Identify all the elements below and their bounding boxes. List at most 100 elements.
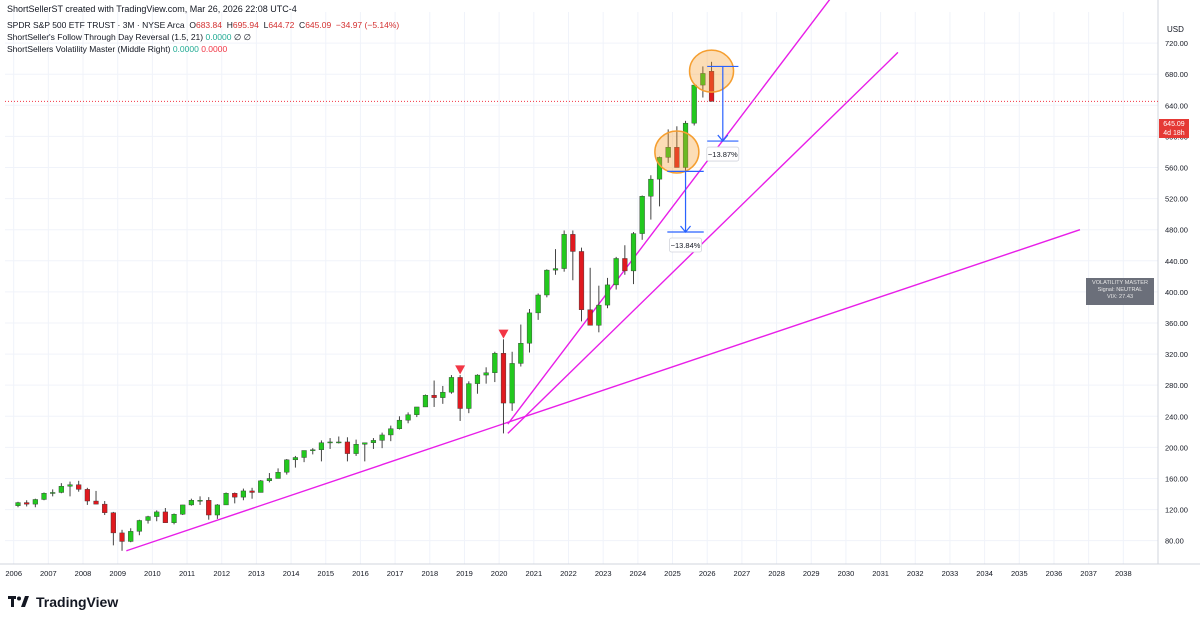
candle-down bbox=[84, 489, 90, 502]
candle-up bbox=[379, 434, 385, 441]
x-tick-label: 2017 bbox=[387, 569, 404, 578]
x-tick-label: 2021 bbox=[525, 569, 542, 578]
y-tick-label: 680.00 bbox=[1165, 70, 1188, 79]
x-tick-label: 2028 bbox=[768, 569, 785, 578]
candle-up bbox=[353, 444, 359, 454]
y-tick-label: 280.00 bbox=[1165, 381, 1188, 390]
x-tick-label: 2016 bbox=[352, 569, 369, 578]
candle-down bbox=[162, 511, 168, 523]
indicator-2-value-2: 0.0000 bbox=[201, 44, 228, 54]
close-value: 645.09 bbox=[305, 20, 332, 30]
y-tick-label: 520.00 bbox=[1165, 195, 1188, 204]
indicator-row-1[interactable]: ShortSeller's Follow Through Day Reversa… bbox=[7, 31, 399, 43]
x-tick-label: 2032 bbox=[907, 569, 924, 578]
measure-label-text: −13.87% bbox=[708, 150, 738, 159]
candle-up bbox=[414, 406, 420, 415]
x-tick-label: 2009 bbox=[109, 569, 126, 578]
open-value: 683.84 bbox=[195, 20, 222, 30]
x-tick-label: 2024 bbox=[630, 569, 647, 578]
y-tick-label: 200.00 bbox=[1165, 443, 1188, 452]
x-tick-label: 2018 bbox=[421, 569, 438, 578]
candle-down bbox=[578, 251, 585, 310]
candle-up bbox=[509, 363, 515, 404]
candle-up bbox=[630, 233, 637, 272]
x-tick-label: 2029 bbox=[803, 569, 820, 578]
y-tick-label: 400.00 bbox=[1165, 288, 1188, 297]
candle-up bbox=[266, 478, 272, 482]
candle-up bbox=[188, 500, 194, 506]
y-tick-label: 640.00 bbox=[1165, 101, 1188, 110]
indicator-1-value-3: ∅ bbox=[243, 32, 252, 42]
candle-up bbox=[32, 499, 38, 505]
trendline bbox=[507, 51, 899, 434]
candle-down bbox=[344, 441, 351, 454]
candle-down bbox=[93, 500, 99, 505]
candle-up bbox=[154, 511, 160, 517]
y-tick-label: 80.00 bbox=[1165, 537, 1184, 546]
candle-up bbox=[370, 440, 377, 443]
x-tick-label: 2007 bbox=[40, 569, 57, 578]
candle-up bbox=[41, 493, 47, 500]
candle-up bbox=[474, 374, 481, 384]
tradingview-logo-icon bbox=[8, 596, 29, 607]
y-tick-label: 160.00 bbox=[1165, 474, 1188, 483]
x-tick-label: 2020 bbox=[491, 569, 508, 578]
y-tick-label: 720.00 bbox=[1165, 39, 1188, 48]
candle-down bbox=[622, 258, 628, 272]
candle-up bbox=[483, 372, 489, 376]
candle-down bbox=[232, 493, 238, 498]
candle-up bbox=[440, 391, 446, 398]
candle-up bbox=[214, 504, 220, 516]
y-tick-label: 360.00 bbox=[1165, 319, 1188, 328]
x-tick-label: 2008 bbox=[75, 569, 92, 578]
measure-arrowhead bbox=[717, 134, 729, 142]
volatility-title: VOLATILITY MASTER bbox=[1091, 280, 1149, 286]
x-tick-label: 2010 bbox=[144, 569, 161, 578]
candle-up bbox=[301, 450, 307, 458]
candle-up bbox=[145, 516, 151, 521]
candle-up bbox=[258, 480, 264, 493]
candle-up bbox=[405, 414, 411, 421]
x-tick-label: 2025 bbox=[664, 569, 681, 578]
candle-up bbox=[197, 500, 203, 502]
x-tick-label: 2030 bbox=[838, 569, 855, 578]
candle-up bbox=[552, 268, 559, 271]
x-tick-label: 2019 bbox=[456, 569, 473, 578]
candle-up bbox=[292, 457, 299, 461]
x-tick-label: 2027 bbox=[734, 569, 751, 578]
y-tick-label: 120.00 bbox=[1165, 506, 1188, 515]
x-tick-label: 2038 bbox=[1115, 569, 1132, 578]
candle-down bbox=[24, 502, 30, 505]
x-tick-label: 2031 bbox=[872, 569, 889, 578]
candle-up bbox=[284, 459, 290, 473]
x-tick-label: 2023 bbox=[595, 569, 612, 578]
y-tick-label: 480.00 bbox=[1165, 226, 1188, 235]
candle-down bbox=[457, 377, 463, 409]
candle-down bbox=[674, 147, 680, 168]
candle-up bbox=[561, 234, 567, 269]
symbol-row[interactable]: SPDR S&P 500 ETF TRUST · 3M · NYSE Arca … bbox=[7, 19, 399, 31]
x-tick-label: 2033 bbox=[942, 569, 959, 578]
y-tick-label: 320.00 bbox=[1165, 350, 1188, 359]
candle-up bbox=[180, 504, 186, 515]
trendline bbox=[507, 0, 831, 425]
candle-up bbox=[223, 493, 229, 506]
x-tick-label: 2011 bbox=[179, 569, 195, 578]
tradingview-logo[interactable]: TradingView bbox=[8, 594, 118, 610]
candle-down bbox=[708, 71, 715, 102]
currency-label[interactable]: USD bbox=[1167, 25, 1184, 34]
indicator-row-2[interactable]: ShortSellers Volatility Master (Middle R… bbox=[7, 43, 399, 55]
y-tick-label: 240.00 bbox=[1165, 412, 1188, 421]
candle-down bbox=[570, 234, 576, 252]
x-tick-label: 2006 bbox=[5, 569, 22, 578]
candle-up bbox=[518, 343, 524, 364]
measure-label-box bbox=[706, 146, 740, 162]
x-tick-label: 2034 bbox=[976, 569, 993, 578]
volatility-vix: VIX: 27.43 bbox=[1106, 294, 1134, 301]
candle-up bbox=[526, 312, 533, 344]
candle-up bbox=[639, 196, 645, 234]
highlight-circle bbox=[688, 49, 735, 93]
measure-label-box bbox=[669, 237, 702, 253]
y-tick-label: 440.00 bbox=[1165, 257, 1188, 266]
